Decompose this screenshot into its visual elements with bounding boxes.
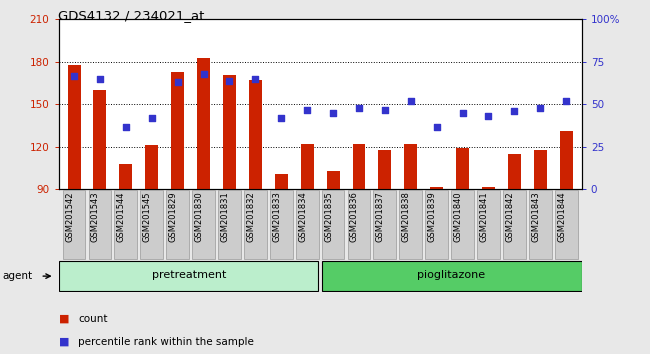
Point	[172, 80, 183, 85]
Text: agent: agent	[3, 271, 32, 281]
FancyBboxPatch shape	[425, 190, 448, 259]
Text: GSM201837: GSM201837	[376, 192, 385, 242]
Bar	[534, 150, 547, 189]
Text: GSM201543: GSM201543	[91, 192, 100, 242]
FancyBboxPatch shape	[58, 262, 318, 291]
FancyBboxPatch shape	[503, 190, 526, 259]
Point	[535, 105, 545, 111]
FancyBboxPatch shape	[529, 190, 552, 259]
Point	[406, 98, 416, 104]
Point	[224, 78, 235, 84]
Text: GSM201829: GSM201829	[168, 192, 177, 242]
Text: GSM201831: GSM201831	[220, 192, 229, 242]
Point	[250, 76, 261, 82]
Bar	[560, 131, 573, 189]
Bar	[197, 58, 210, 189]
FancyBboxPatch shape	[555, 190, 578, 259]
FancyBboxPatch shape	[140, 190, 163, 259]
Bar	[378, 150, 391, 189]
FancyBboxPatch shape	[62, 190, 85, 259]
Bar	[120, 164, 133, 189]
Text: GSM201542: GSM201542	[65, 192, 74, 242]
FancyBboxPatch shape	[348, 190, 370, 259]
Point	[432, 124, 442, 129]
Point	[354, 105, 364, 111]
FancyBboxPatch shape	[374, 190, 396, 259]
Bar	[352, 144, 365, 189]
Point	[276, 115, 287, 121]
Text: GSM201844: GSM201844	[557, 192, 566, 242]
FancyBboxPatch shape	[166, 190, 189, 259]
Bar	[146, 145, 158, 189]
Text: GSM201544: GSM201544	[117, 192, 126, 242]
Text: pioglitazone: pioglitazone	[417, 270, 485, 280]
FancyBboxPatch shape	[399, 190, 422, 259]
Text: percentile rank within the sample: percentile rank within the sample	[78, 337, 254, 347]
Text: GSM201843: GSM201843	[531, 192, 540, 242]
Point	[561, 98, 571, 104]
Bar	[456, 148, 469, 189]
Point	[121, 124, 131, 129]
Text: ■: ■	[58, 337, 69, 347]
Text: GSM201842: GSM201842	[506, 192, 514, 242]
Text: GSM201832: GSM201832	[246, 192, 255, 242]
Point	[484, 114, 494, 119]
Text: GSM201833: GSM201833	[272, 192, 281, 242]
FancyBboxPatch shape	[88, 190, 111, 259]
FancyBboxPatch shape	[218, 190, 241, 259]
Point	[458, 110, 468, 116]
Bar	[223, 75, 236, 189]
Point	[509, 108, 519, 114]
Text: GSM201840: GSM201840	[454, 192, 463, 242]
Bar	[275, 174, 288, 189]
FancyBboxPatch shape	[322, 262, 582, 291]
Bar	[508, 154, 521, 189]
Point	[380, 107, 390, 112]
Text: GSM201834: GSM201834	[298, 192, 307, 242]
FancyBboxPatch shape	[322, 190, 344, 259]
Bar	[171, 72, 184, 189]
Text: GSM201838: GSM201838	[402, 192, 411, 242]
Text: count: count	[78, 314, 107, 324]
Point	[95, 76, 105, 82]
Text: GDS4132 / 234021_at: GDS4132 / 234021_at	[58, 9, 205, 22]
Text: GSM201836: GSM201836	[350, 192, 359, 242]
Point	[328, 110, 338, 116]
Bar	[430, 187, 443, 189]
FancyBboxPatch shape	[114, 190, 137, 259]
Text: GSM201835: GSM201835	[324, 192, 333, 242]
Bar	[482, 187, 495, 189]
Point	[302, 107, 313, 112]
FancyBboxPatch shape	[477, 190, 500, 259]
Text: GSM201839: GSM201839	[428, 192, 437, 242]
FancyBboxPatch shape	[270, 190, 292, 259]
Text: pretreatment: pretreatment	[152, 270, 226, 280]
Bar	[404, 144, 417, 189]
Text: GSM201545: GSM201545	[143, 192, 151, 242]
Text: GSM201830: GSM201830	[194, 192, 203, 242]
Point	[146, 115, 157, 121]
Point	[198, 71, 209, 77]
Bar	[326, 171, 339, 189]
FancyBboxPatch shape	[296, 190, 318, 259]
FancyBboxPatch shape	[192, 190, 215, 259]
Point	[69, 73, 79, 78]
Bar	[301, 144, 314, 189]
FancyBboxPatch shape	[451, 190, 474, 259]
Text: ■: ■	[58, 314, 69, 324]
Text: GSM201841: GSM201841	[480, 192, 489, 242]
Bar	[249, 80, 262, 189]
FancyBboxPatch shape	[244, 190, 266, 259]
Bar	[94, 90, 107, 189]
Bar	[68, 65, 81, 189]
